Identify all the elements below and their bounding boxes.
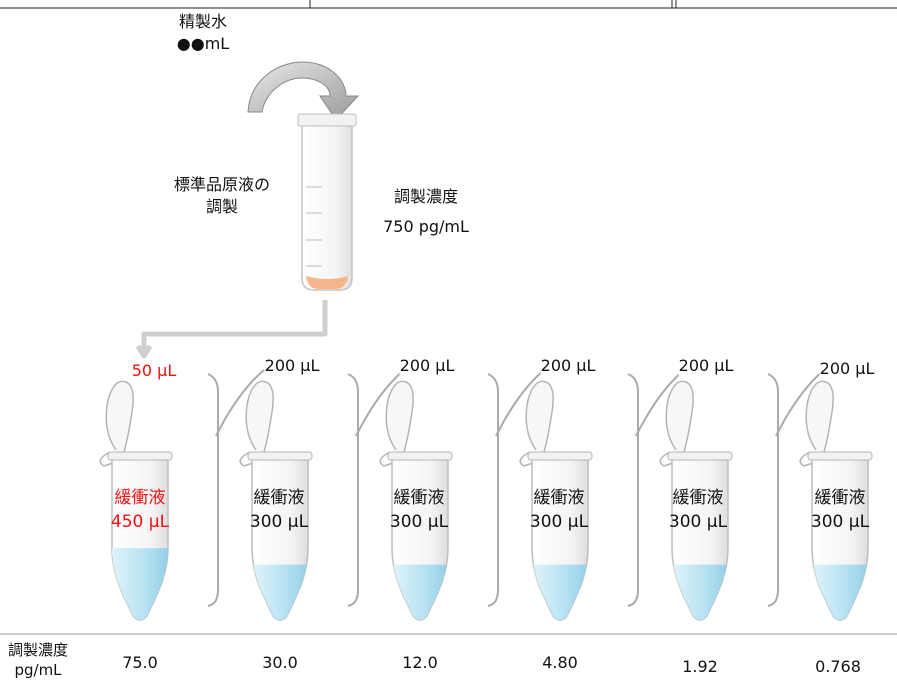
transfer-volume-1: 50 μL (131, 360, 177, 382)
transfer-volume-3: 200 μL (399, 355, 455, 377)
concentration-1: 75.0 (122, 653, 158, 672)
buffer-volume-6: 300 μL (810, 512, 870, 532)
footer-conc-title: 調製濃度 (8, 641, 69, 659)
tube-rim (527, 451, 593, 461)
transfer-bracket (627, 373, 639, 607)
buffer-name-1: 緩衝液 (114, 488, 166, 508)
buffer-liquid (252, 564, 308, 620)
buffer-name-2: 緩衝液 (253, 488, 305, 508)
top-table-lines (0, 0, 897, 9)
buffer-label-6: 緩衝液 300 μL (811, 486, 869, 534)
buffer-label-4: 緩衝液 300 μL (530, 486, 588, 534)
buffer-volume-4: 300 μL (529, 512, 589, 532)
tube-lid (245, 380, 274, 453)
transfer-stroke (495, 369, 545, 437)
tube-lid (665, 380, 694, 453)
stock-prep-line1: 標準品原液の (173, 175, 271, 194)
buffer-label-1: 緩衝液 450 μL (111, 486, 169, 534)
buffer-liquid (532, 564, 588, 620)
water-label: 精製水 ●●mL (177, 11, 229, 55)
buffer-label-5: 緩衝液 300 μL (669, 486, 727, 534)
tube-rim (667, 451, 733, 461)
footer-conc-unit: pg/mL (14, 661, 62, 679)
transfer-arrow (135, 300, 328, 359)
tube-rim (247, 451, 313, 461)
buffer-name-4: 緩衝液 (533, 488, 585, 508)
concentration-5: 1.92 (682, 657, 718, 676)
stock-prep-label: 標準品原液の 調製 (173, 174, 271, 218)
water-name: 精製水 (178, 12, 228, 31)
concentration-3: 12.0 (402, 653, 438, 672)
concentration-2: 30.0 (262, 653, 298, 672)
stock-concentration: 調製濃度 750 pg/mL (383, 186, 469, 238)
buffer-volume-5: 300 μL (668, 512, 728, 532)
tube-lid (525, 380, 554, 453)
buffer-liquid (672, 564, 728, 620)
buffer-volume-2: 300 μL (249, 512, 309, 532)
transfer-bracket (487, 373, 499, 607)
pour-arrow (247, 61, 360, 121)
transfer-bracket (767, 373, 779, 607)
buffer-name-6: 緩衝液 (814, 488, 866, 508)
buffer-liquid (812, 564, 868, 620)
buffer-label-2: 緩衝液 300 μL (250, 486, 308, 534)
tube-rim (807, 451, 873, 461)
transfer-stroke (355, 369, 405, 437)
transfer-volume-5: 200 μL (678, 355, 734, 377)
footer-conc-label: 調製濃度 pg/mL (8, 640, 68, 680)
tube-lid (385, 380, 414, 453)
micro-tube-series (99, 369, 873, 621)
tube-rim (387, 451, 453, 461)
transfer-volume-6: 200 μL (819, 358, 875, 380)
buffer-label-3: 緩衝液 300 μL (390, 486, 448, 534)
tube-rim (107, 451, 173, 461)
transfer-stroke (775, 369, 825, 437)
concentration-6: 0.768 (815, 657, 861, 676)
buffer-liquid (112, 548, 168, 620)
transfer-volume-4: 200 μL (540, 355, 596, 377)
transfer-volume-2: 200 μL (264, 355, 320, 377)
buffer-volume-1: 450 μL (110, 512, 170, 532)
buffer-volume-3: 300 μL (389, 512, 449, 532)
micro-tube (99, 380, 173, 621)
transfer-bracket (347, 373, 359, 607)
concentration-4: 4.80 (542, 653, 578, 672)
water-volume: ●●mL (176, 34, 230, 53)
tube-lid (105, 380, 134, 453)
stock-tube (297, 113, 357, 291)
transfer-bracket (207, 373, 219, 607)
stock-conc-value: 750 pg/mL (383, 217, 469, 236)
tube-lid (805, 380, 834, 453)
micro-tube (207, 369, 313, 621)
buffer-liquid (392, 564, 448, 620)
transfer-stroke (215, 369, 265, 437)
buffer-name-3: 緩衝液 (393, 488, 445, 508)
stock-prep-line2: 調製 (205, 197, 239, 216)
buffer-name-5: 緩衝液 (672, 488, 724, 508)
stock-conc-title: 調製濃度 (393, 187, 459, 206)
